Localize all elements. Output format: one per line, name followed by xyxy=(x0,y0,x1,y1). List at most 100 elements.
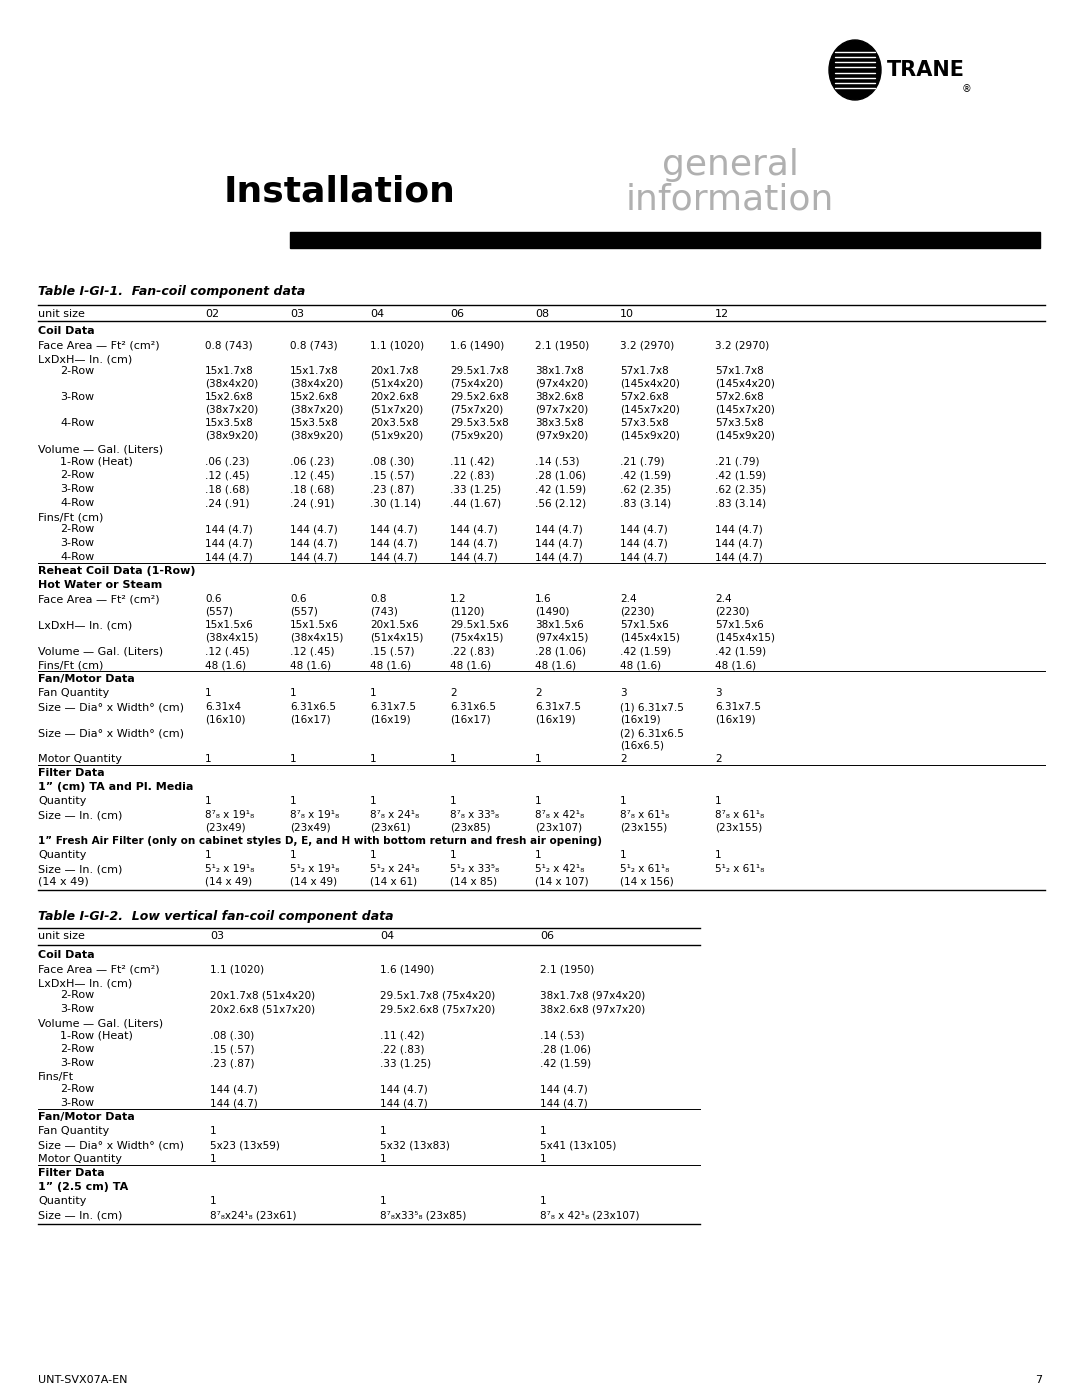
Text: (1490): (1490) xyxy=(535,606,569,616)
Text: 15x3.5x8: 15x3.5x8 xyxy=(205,418,254,427)
Text: 144 (4.7): 144 (4.7) xyxy=(291,552,338,562)
Text: Installation: Installation xyxy=(224,175,456,210)
Text: 1: 1 xyxy=(540,1154,546,1164)
Text: 57x1.5x6: 57x1.5x6 xyxy=(620,620,669,630)
Text: Coil Data: Coil Data xyxy=(38,950,95,960)
Text: 1: 1 xyxy=(620,796,626,806)
Ellipse shape xyxy=(829,41,881,101)
Text: .44 (1.67): .44 (1.67) xyxy=(450,497,501,509)
Text: 0.6: 0.6 xyxy=(205,594,221,604)
Text: (97x4x15): (97x4x15) xyxy=(535,631,589,643)
Text: 1” Fresh Air Filter (only on cabinet styles D, E, and H with bottom return and f: 1” Fresh Air Filter (only on cabinet sty… xyxy=(38,835,602,847)
Text: 03: 03 xyxy=(210,930,224,942)
Text: .21 (.79): .21 (.79) xyxy=(715,455,759,467)
Text: 15x3.5x8: 15x3.5x8 xyxy=(291,418,339,427)
Text: .23 (.87): .23 (.87) xyxy=(210,1058,255,1067)
Text: Fins/Ft: Fins/Ft xyxy=(38,1071,75,1083)
Text: (14 x 156): (14 x 156) xyxy=(620,876,674,886)
Text: 3-Row: 3-Row xyxy=(60,1004,94,1014)
Text: (145x9x20): (145x9x20) xyxy=(620,430,680,440)
Text: 1: 1 xyxy=(370,796,377,806)
Text: UNT-SVX07A-EN: UNT-SVX07A-EN xyxy=(38,1375,127,1384)
Text: 3-Row: 3-Row xyxy=(60,483,94,495)
Text: .33 (1.25): .33 (1.25) xyxy=(450,483,501,495)
Text: 3-Row: 3-Row xyxy=(60,1058,94,1067)
Text: 0.8: 0.8 xyxy=(370,594,387,604)
Text: 144 (4.7): 144 (4.7) xyxy=(535,552,583,562)
Text: 144 (4.7): 144 (4.7) xyxy=(291,538,338,548)
Text: 1: 1 xyxy=(715,796,721,806)
Text: Table I-GI-1.  Fan-coil component data: Table I-GI-1. Fan-coil component data xyxy=(38,285,306,298)
Text: .22 (.83): .22 (.83) xyxy=(380,1044,424,1053)
Text: 144 (4.7): 144 (4.7) xyxy=(450,552,498,562)
Text: .12 (.45): .12 (.45) xyxy=(205,645,249,657)
Text: ®: ® xyxy=(962,84,972,94)
Text: 08: 08 xyxy=(535,309,549,319)
Text: (1) 6.31x7.5: (1) 6.31x7.5 xyxy=(620,703,684,712)
Text: 1: 1 xyxy=(370,754,377,764)
Text: 144 (4.7): 144 (4.7) xyxy=(210,1098,258,1108)
Text: 1: 1 xyxy=(210,1126,217,1136)
Text: 04: 04 xyxy=(380,930,394,942)
Text: 38x2.6x8 (97x7x20): 38x2.6x8 (97x7x20) xyxy=(540,1004,645,1014)
Text: 15x2.6x8: 15x2.6x8 xyxy=(205,393,254,402)
Text: Motor Quantity: Motor Quantity xyxy=(38,1154,122,1164)
Text: .83 (3.14): .83 (3.14) xyxy=(620,497,671,509)
Text: (743): (743) xyxy=(370,606,397,616)
Text: 29.5x3.5x8: 29.5x3.5x8 xyxy=(450,418,509,427)
Text: Quantity: Quantity xyxy=(38,796,86,806)
Text: (38x7x20): (38x7x20) xyxy=(291,404,343,414)
Text: 144 (4.7): 144 (4.7) xyxy=(205,538,253,548)
Text: 1: 1 xyxy=(291,796,297,806)
Text: .22 (.83): .22 (.83) xyxy=(450,645,495,657)
Text: (16x19): (16x19) xyxy=(535,714,576,724)
Text: 8⁷₈ x 61¹₈: 8⁷₈ x 61¹₈ xyxy=(620,810,670,820)
Text: 48 (1.6): 48 (1.6) xyxy=(450,659,491,671)
Text: 1.2: 1.2 xyxy=(450,594,467,604)
Text: 48 (1.6): 48 (1.6) xyxy=(370,659,411,671)
Text: 20x2.6x8: 20x2.6x8 xyxy=(370,393,419,402)
Text: .42 (1.59): .42 (1.59) xyxy=(715,469,766,481)
Text: LxDxH— In. (cm): LxDxH— In. (cm) xyxy=(38,978,132,988)
Text: .83 (3.14): .83 (3.14) xyxy=(715,497,766,509)
Text: 5¹₂ x 61¹₈: 5¹₂ x 61¹₈ xyxy=(715,863,765,875)
Text: 38x2.6x8: 38x2.6x8 xyxy=(535,393,584,402)
Text: 1: 1 xyxy=(620,849,626,861)
Text: 1: 1 xyxy=(210,1154,217,1164)
Text: 12: 12 xyxy=(715,309,729,319)
Text: 8⁷₈ x 33⁵₈: 8⁷₈ x 33⁵₈ xyxy=(450,810,499,820)
Text: (145x7x20): (145x7x20) xyxy=(715,404,774,414)
Text: .28 (1.06): .28 (1.06) xyxy=(535,469,586,481)
Text: Size — Dia° x Width° (cm): Size — Dia° x Width° (cm) xyxy=(38,703,184,712)
Text: 1: 1 xyxy=(540,1126,546,1136)
Text: 57x3.5x8: 57x3.5x8 xyxy=(620,418,669,427)
Text: Size — In. (cm): Size — In. (cm) xyxy=(38,1210,122,1220)
Text: 57x1.5x6: 57x1.5x6 xyxy=(715,620,764,630)
Text: 2: 2 xyxy=(450,687,457,698)
Text: TRANE: TRANE xyxy=(887,60,966,80)
Text: .15 (.57): .15 (.57) xyxy=(370,469,415,481)
Bar xyxy=(291,232,1040,249)
Text: 1” (cm) TA and Pl. Media: 1” (cm) TA and Pl. Media xyxy=(38,782,193,792)
Text: 3-Row: 3-Row xyxy=(60,1098,94,1108)
Text: 1-Row (Heat): 1-Row (Heat) xyxy=(60,455,133,467)
Text: (38x4x20): (38x4x20) xyxy=(291,379,343,388)
Text: 1: 1 xyxy=(380,1196,387,1206)
Text: Motor Quantity: Motor Quantity xyxy=(38,754,122,764)
Text: 4-Row: 4-Row xyxy=(60,497,94,509)
Text: 38x1.7x8 (97x4x20): 38x1.7x8 (97x4x20) xyxy=(540,990,645,1000)
Text: 8⁷₈ x 19¹₈: 8⁷₈ x 19¹₈ xyxy=(291,810,339,820)
Text: 29.5x2.6x8 (75x7x20): 29.5x2.6x8 (75x7x20) xyxy=(380,1004,496,1014)
Text: .18 (.68): .18 (.68) xyxy=(205,483,249,495)
Text: Size — Dia° x Width° (cm): Size — Dia° x Width° (cm) xyxy=(38,728,184,738)
Text: 2.1 (1950): 2.1 (1950) xyxy=(540,964,594,974)
Text: Face Area — Ft² (cm²): Face Area — Ft² (cm²) xyxy=(38,594,160,604)
Text: 3.2 (2970): 3.2 (2970) xyxy=(715,339,769,351)
Text: Face Area — Ft² (cm²): Face Area — Ft² (cm²) xyxy=(38,339,160,351)
Text: .28 (1.06): .28 (1.06) xyxy=(535,645,586,657)
Text: 0.8 (743): 0.8 (743) xyxy=(205,339,253,351)
Text: 57x1.7x8: 57x1.7x8 xyxy=(715,366,764,376)
Text: .42 (1.59): .42 (1.59) xyxy=(620,645,671,657)
Text: (51x4x15): (51x4x15) xyxy=(370,631,423,643)
Text: 144 (4.7): 144 (4.7) xyxy=(205,524,253,534)
